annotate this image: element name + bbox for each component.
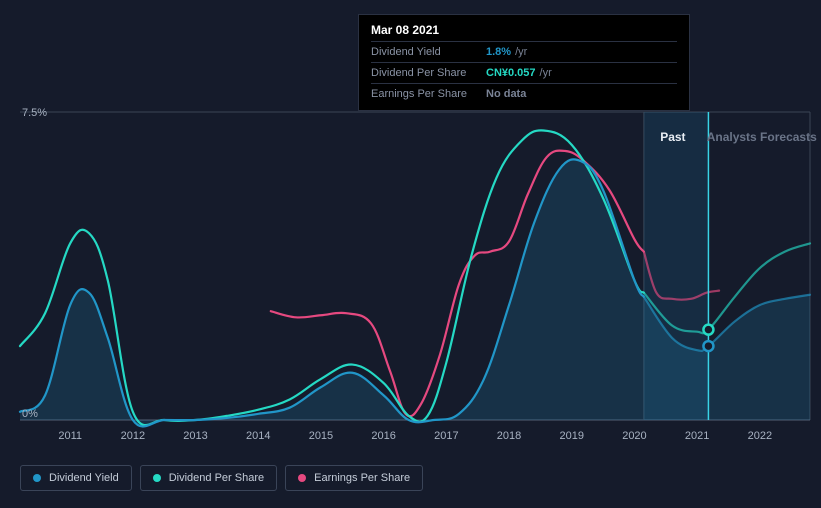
x-tick-label: 2018: [497, 430, 521, 442]
tooltip-row-unit: /yr: [540, 67, 552, 79]
x-tick-label: 2021: [685, 430, 709, 442]
tooltip-row: Earnings Per ShareNo data: [371, 83, 677, 104]
x-axis-labels: 2011 2012 2013 2014 2015 2016 2017 2018 2019 2020…: [0, 430, 821, 450]
tooltip-row-label: Dividend Yield: [371, 46, 486, 58]
legend: Dividend Yield Dividend Per Share Earnings…: [20, 465, 423, 491]
x-tick-label: 2012: [121, 430, 145, 442]
chart-container: 7.5% 0% Past Analysts Forecasts 2011 2012…: [0, 0, 821, 508]
legend-item-earnings-per-share[interactable]: Earnings Per Share: [285, 465, 423, 491]
section-label-past: Past: [660, 130, 685, 144]
x-tick-label: 2019: [559, 430, 583, 442]
tooltip-row: Dividend Yield1.8%/yr: [371, 41, 677, 62]
x-tick-label: 2022: [748, 430, 772, 442]
legend-item-label: Dividend Yield: [49, 472, 119, 484]
hover-tooltip: Mar 08 2021 Dividend Yield1.8%/yrDividen…: [358, 14, 690, 111]
x-tick-label: 2011: [58, 430, 82, 442]
legend-dot-icon: [153, 474, 161, 482]
legend-item-dividend-per-share[interactable]: Dividend Per Share: [140, 465, 277, 491]
tooltip-row-label: Dividend Per Share: [371, 67, 486, 79]
tooltip-row-value: CN¥0.057/yr: [486, 67, 552, 79]
tooltip-row-value: No data: [486, 88, 526, 100]
x-tick-label: 2013: [183, 430, 207, 442]
tooltip-row-label: Earnings Per Share: [371, 88, 486, 100]
x-tick-label: 2015: [309, 430, 333, 442]
legend-item-dividend-yield[interactable]: Dividend Yield: [20, 465, 132, 491]
x-tick-label: 2020: [622, 430, 646, 442]
legend-dot-icon: [33, 474, 41, 482]
tooltip-row-unit: /yr: [515, 46, 527, 58]
legend-item-label: Dividend Per Share: [169, 472, 264, 484]
tooltip-row: Dividend Per ShareCN¥0.057/yr: [371, 62, 677, 83]
x-tick-label: 2014: [246, 430, 270, 442]
tooltip-date: Mar 08 2021: [371, 23, 677, 37]
section-label-forecast: Analysts Forecasts: [707, 130, 817, 144]
legend-dot-icon: [298, 474, 306, 482]
tooltip-row-value: 1.8%/yr: [486, 46, 527, 58]
x-tick-label: 2017: [434, 430, 458, 442]
legend-item-label: Earnings Per Share: [314, 472, 410, 484]
x-tick-label: 2016: [371, 430, 395, 442]
y-axis-max-label: 7.5%: [22, 107, 47, 119]
y-axis-min-label: 0%: [22, 408, 38, 420]
